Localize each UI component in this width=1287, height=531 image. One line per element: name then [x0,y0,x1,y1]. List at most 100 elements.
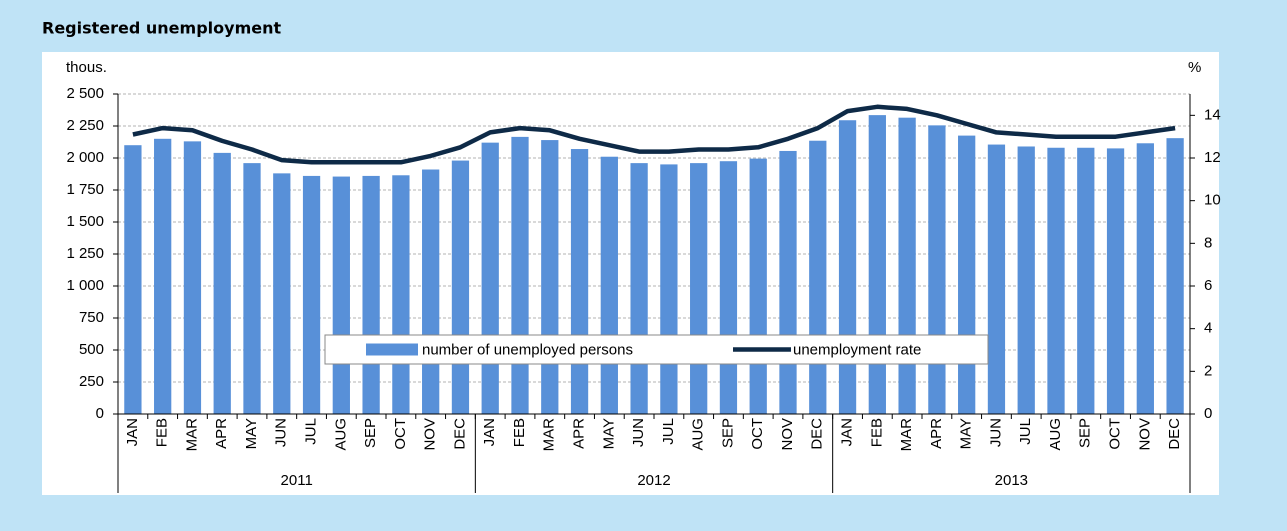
bar [124,145,142,414]
bar [958,135,976,414]
y2-tick-label: 12 [1204,149,1221,166]
y-tick-label: 2 250 [66,117,104,134]
group-label: 2013 [995,472,1028,489]
x-tick-label: APR [928,418,945,449]
legend-label: unemployment rate [793,341,921,358]
y-tick-label: 2 500 [66,85,104,102]
x-tick-label: NOV [1136,418,1153,451]
bar [511,136,529,414]
x-tick-label: AUG [690,418,707,451]
x-tick-label: SEP [362,418,379,448]
x-tick-label: JAN [124,418,141,446]
y-tick-label: 1 750 [66,181,104,198]
y-tick-label: 1 500 [66,213,104,230]
chart-title: Registered unemployment [42,19,281,38]
x-tick-label: JAN [481,418,498,446]
y2-tick-label: 14 [1204,106,1221,123]
bar [690,163,708,414]
x-tick-label: AUG [332,418,349,451]
x-tick-label: MAY [958,418,975,449]
line [132,104,1176,165]
bar [600,156,618,414]
bar [1136,143,1154,414]
bar [630,163,648,414]
legend: number of unemployed persons unemployment… [324,334,989,365]
bar [868,115,886,415]
bar [928,125,946,415]
bar [243,163,261,414]
x-tick-label: JUN [273,418,290,447]
x-tick-label: MAY [600,418,617,449]
bar [183,141,202,415]
group-label: 2012 [637,472,670,489]
y2-tick-label: 2 [1204,362,1212,379]
x-tick-label: JUL [1017,418,1034,445]
x-tick-label: FEB [868,418,885,447]
bar [213,152,231,414]
x-tick-label: FEB [511,418,528,447]
x-tick-label: MAR [898,418,915,452]
bar [779,150,797,414]
bar [809,140,827,414]
y-tick-label: 500 [79,341,104,358]
x-tick-label: JUL [303,418,320,445]
bar [1017,146,1035,415]
y2-tick-label: 0 [1204,405,1212,422]
bar [987,144,1006,414]
bar [481,142,499,414]
bar [154,138,172,415]
x-tick-label: NOV [779,418,796,451]
x-tick-label: JAN [839,418,856,446]
legend-box [324,334,989,365]
group-label: 2011 [281,472,313,489]
bar [898,117,916,415]
bar [838,120,857,415]
bar [541,140,559,414]
legend-swatch [366,343,418,356]
y-tick-label: 250 [79,373,104,390]
y-tick-label: 0 [96,405,104,422]
x-tick-label: JUN [630,418,647,447]
bar [660,164,678,414]
x-tick-label: APR [571,418,588,449]
x-tick-label: FEB [154,418,171,447]
x-tick-label: MAY [243,418,260,449]
bar [451,160,470,414]
x-tick-label: SEP [719,418,736,448]
bar [422,169,440,414]
x-tick-label: MAR [183,418,200,452]
x-tick-label: DEC [451,418,468,450]
x-tick-label: DEC [1166,418,1183,450]
x-tick-label: MAR [541,418,558,452]
y2-tick-label: 10 [1204,192,1221,209]
x-tick-label: JUL [660,418,677,445]
axes: 0 250 500 750 1 000 1 250 1 500 1 750 2 000 2 250… [66,85,1221,493]
bar [570,149,589,415]
y2-tick-label: 4 [1204,320,1212,337]
x-tick-label: OCT [392,418,409,450]
bar [1047,147,1065,414]
x-tick-label: NOV [422,418,439,451]
bar [362,175,380,414]
x-tick-label: OCT [749,418,766,450]
bar [302,175,321,414]
y2-axis-title: % [1188,59,1201,76]
bar [719,161,738,414]
bar [749,158,767,414]
y-tick-label: 750 [79,309,104,326]
y-axis-title: thous. [66,59,107,76]
x-tick-label: OCT [1107,418,1124,450]
x-tick-label: SEP [1077,418,1094,448]
y-tick-label: 2 000 [66,149,104,166]
bar [332,176,350,414]
y-tick-label: 1 000 [66,277,104,294]
bar [392,175,410,414]
x-tick-label: JUN [987,418,1004,447]
x-tick-label: DEC [809,418,826,450]
legend-label: number of unemployed persons [422,341,633,358]
y2-tick-label: 8 [1204,234,1212,251]
bar [1077,147,1095,414]
bar [273,173,291,414]
